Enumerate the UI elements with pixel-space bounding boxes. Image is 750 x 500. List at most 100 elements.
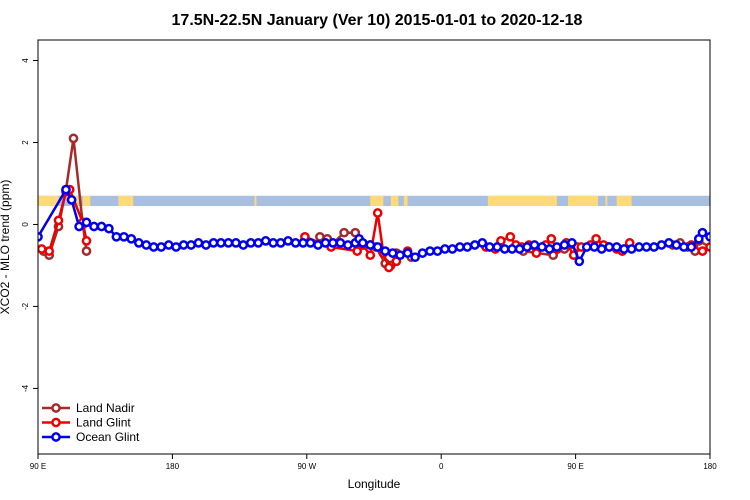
data-point — [81, 217, 92, 228]
data-point — [313, 240, 323, 250]
legend-marker — [51, 417, 61, 428]
data-point — [664, 238, 674, 248]
data-point — [738, 186, 745, 193]
data-point — [133, 238, 144, 248]
data-point — [352, 246, 363, 256]
data-point — [671, 240, 682, 250]
data-point — [372, 208, 383, 218]
data-point — [514, 244, 525, 254]
y-tick-label: -4 — [21, 384, 30, 392]
data-point — [492, 242, 503, 252]
data-point — [537, 242, 547, 252]
data-point — [531, 248, 542, 258]
data-point — [529, 240, 540, 250]
data-point — [66, 195, 77, 205]
land-band — [742, 196, 750, 206]
data-point — [574, 256, 585, 267]
data-point — [649, 242, 659, 252]
data-point — [380, 246, 391, 256]
data-point — [686, 242, 697, 252]
land-band — [616, 195, 632, 207]
data-point — [721, 223, 728, 230]
data-point — [104, 223, 114, 234]
data-point — [111, 231, 122, 242]
data-point — [626, 244, 637, 254]
data-point — [581, 242, 592, 252]
data-point — [275, 238, 286, 248]
data-point — [611, 242, 622, 252]
y-tick-label: 2 — [21, 140, 30, 145]
data-point — [718, 250, 725, 257]
data-point — [260, 236, 271, 246]
land-ocean-strip — [38, 195, 750, 207]
data-point — [507, 244, 517, 254]
x-tick-label: 180 — [703, 462, 717, 471]
data-point — [268, 238, 279, 248]
land-band — [487, 195, 557, 207]
data-point — [186, 240, 196, 250]
data-point — [357, 238, 368, 248]
data-point — [455, 242, 465, 252]
land-band — [38, 195, 59, 207]
data-point — [148, 242, 159, 252]
legend-marker — [51, 432, 61, 442]
data-point — [156, 242, 167, 252]
data-point — [604, 242, 615, 252]
data-point — [559, 240, 570, 250]
data-point — [38, 244, 47, 254]
data-point — [238, 240, 249, 250]
data-point — [305, 238, 316, 248]
data-point — [53, 215, 64, 226]
data-point — [417, 248, 428, 258]
data-point — [425, 246, 435, 256]
plot-frame — [37, 39, 711, 455]
data-point — [705, 231, 710, 242]
data-point — [469, 240, 480, 250]
data-point — [178, 240, 189, 250]
data-point — [171, 242, 181, 252]
series-line — [304, 211, 409, 269]
data-point — [462, 242, 473, 252]
data-point — [216, 238, 226, 248]
data-point — [447, 244, 458, 254]
data-point — [44, 246, 55, 256]
legend-label: Land Glint — [76, 416, 131, 430]
data-point — [74, 221, 84, 232]
data-point — [522, 242, 532, 252]
land-band — [403, 195, 408, 207]
x-tick-label: 90 E — [567, 462, 583, 471]
land-band — [390, 195, 399, 207]
data-point — [546, 233, 557, 244]
x-axis-title: Longitude — [348, 477, 401, 491]
data-point — [365, 240, 376, 250]
data-point — [231, 238, 241, 248]
series-layer — [38, 133, 745, 273]
data-point — [201, 240, 211, 250]
x-tick-label: 90 W — [297, 462, 316, 471]
data-point — [505, 231, 516, 242]
data-point — [208, 238, 219, 248]
data-point — [387, 248, 398, 258]
data-point — [298, 238, 308, 248]
data-point — [290, 238, 301, 248]
data-point — [384, 262, 394, 273]
data-point — [544, 244, 555, 254]
data-point — [395, 250, 405, 261]
data-point — [96, 221, 107, 232]
data-point — [343, 240, 353, 250]
data-point — [141, 240, 152, 250]
y-tick-label: 4 — [21, 58, 30, 63]
data-point — [477, 238, 488, 248]
legend-marker — [51, 403, 61, 413]
data-point — [61, 184, 71, 195]
data-point — [365, 250, 376, 261]
land-band — [370, 195, 384, 207]
data-point — [697, 227, 708, 238]
data-point — [499, 244, 510, 254]
data-point — [163, 240, 174, 250]
y-tick-label: -2 — [21, 302, 30, 310]
land-band — [82, 195, 91, 207]
data-point — [372, 242, 383, 252]
